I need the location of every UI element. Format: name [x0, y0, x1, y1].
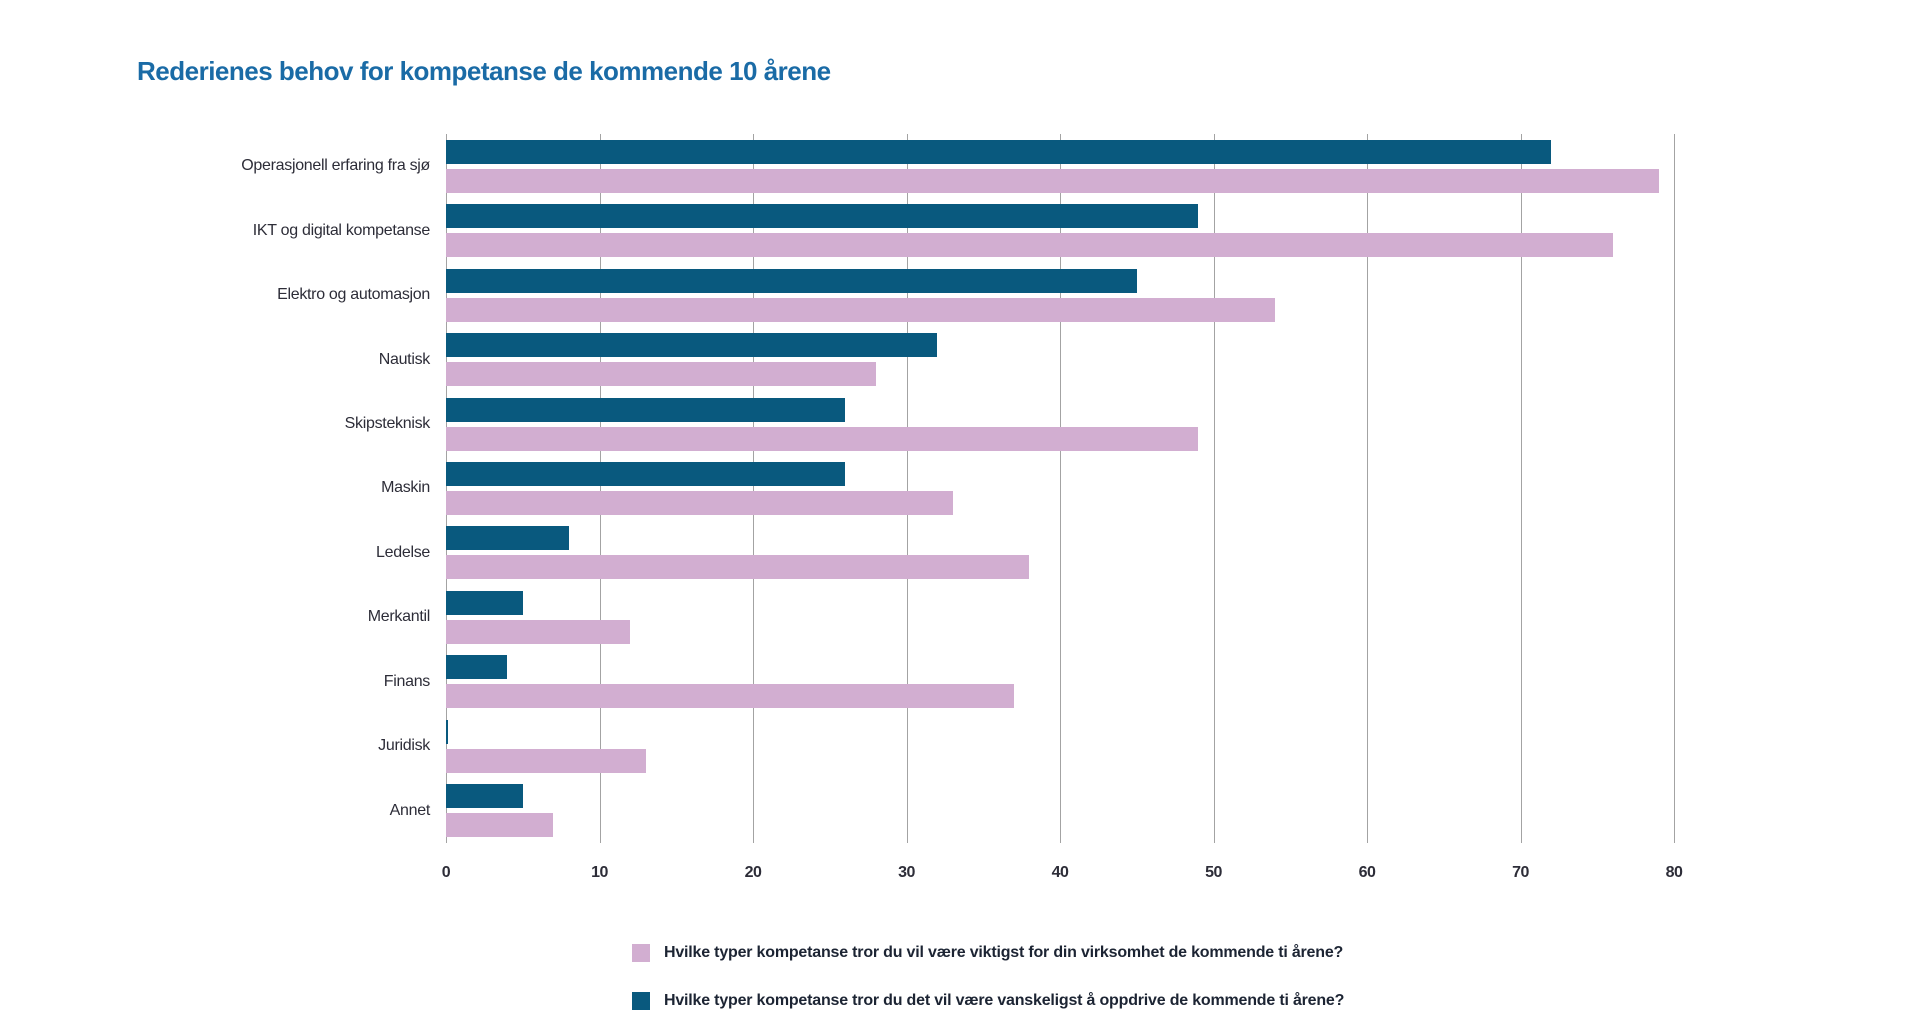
- bar-row: [446, 779, 1674, 843]
- bar-vanskeligst: [446, 139, 1552, 164]
- bar-row: [446, 198, 1674, 262]
- gridline: [906, 134, 908, 843]
- gridline: [1367, 134, 1368, 843]
- category-label: Maskin: [381, 479, 430, 497]
- bar-row: [446, 327, 1674, 391]
- bar-vanskeligst: [446, 461, 846, 486]
- legend-label-viktigst: Hvilke typer kompetanse tror du vil være…: [664, 944, 1344, 961]
- gridline: [753, 134, 754, 843]
- legend-item-vanskeligst: Hvilke typer kompetanse tror du det vil …: [632, 992, 1732, 1010]
- legend-item-viktigst: Hvilke typer kompetanse tror du vil være…: [632, 944, 1732, 962]
- category-label: Finans: [383, 672, 431, 690]
- bar-viktigst: [446, 168, 1659, 193]
- bar-vanskeligst: [446, 397, 846, 422]
- bar-viktigst: [446, 297, 1275, 322]
- bar-viktigst: [446, 233, 1613, 258]
- x-tick-label: 70: [1512, 864, 1529, 881]
- bar-viktigst: [446, 813, 554, 838]
- gridline: [599, 134, 601, 843]
- bar-row: [446, 456, 1674, 520]
- x-tick-label: 60: [1358, 864, 1376, 881]
- category-label: Annet: [389, 801, 431, 819]
- category-label: Elektro og automasjon: [277, 286, 430, 304]
- bar-viktigst: [446, 748, 646, 773]
- x-tick-label: 50: [1205, 864, 1222, 881]
- x-tick-label: 20: [744, 864, 762, 881]
- bar-row: [446, 134, 1674, 198]
- gridline: [1674, 134, 1675, 843]
- x-tick-label: 40: [1051, 864, 1069, 881]
- bar-viktigst: [446, 555, 1030, 580]
- bar-row: [446, 263, 1674, 327]
- legend: Hvilke typer kompetanse tror du vil være…: [632, 944, 1732, 1033]
- bar-vanskeligst: [446, 526, 569, 551]
- gridline: [1213, 134, 1215, 843]
- bar-viktigst: [446, 426, 1199, 451]
- legend-swatch-viktigst: [632, 944, 650, 962]
- category-axis: Operasjonell erfaring fra sjø IKT og digi…: [0, 134, 430, 843]
- x-tick-label: 30: [898, 864, 915, 881]
- legend-swatch-vanskeligst: [632, 992, 650, 1010]
- x-axis: 0 10 20 30 40 50 60 70 80: [442, 864, 1683, 886]
- bar-vanskeligst: [446, 719, 448, 744]
- bar-row: [446, 521, 1674, 585]
- legend-label-vanskeligst: Hvilke typer kompetanse tror du det vil …: [664, 992, 1345, 1009]
- bar-vanskeligst: [446, 655, 508, 680]
- category-label: IKT og digital kompetanse: [252, 221, 431, 239]
- gridline: [1060, 134, 1061, 843]
- bar-vanskeligst: [446, 784, 523, 809]
- bar-row: [446, 392, 1674, 456]
- plot-area: [446, 134, 1675, 843]
- bar-vanskeligst: [446, 268, 1137, 293]
- bar-row: [446, 650, 1674, 714]
- x-tick-label: 10: [591, 864, 608, 881]
- chart-title: Rederienes behov for kompetanse de komme…: [137, 56, 831, 86]
- category-label: Ledelse: [376, 543, 430, 561]
- category-label: Juridisk: [378, 737, 430, 755]
- bar-viktigst: [446, 684, 1014, 709]
- bar-viktigst: [446, 490, 953, 515]
- bar-row: [446, 714, 1674, 778]
- x-tick-label: 0: [441, 864, 451, 881]
- bar-vanskeligst: [446, 590, 523, 615]
- bar-vanskeligst: [446, 204, 1199, 229]
- x-tick-label: 80: [1665, 864, 1683, 881]
- bar-vanskeligst: [446, 333, 938, 358]
- category-label: Skipsteknisk: [344, 415, 431, 433]
- gridline: [1520, 134, 1522, 843]
- bar-viktigst: [446, 619, 631, 644]
- category-label: Nautisk: [378, 350, 431, 368]
- category-label: Operasjonell erfaring fra sjø: [241, 157, 430, 175]
- category-label: Merkantil: [367, 608, 431, 626]
- gridline: [446, 134, 447, 843]
- bar-row: [446, 585, 1674, 649]
- bar-viktigst: [446, 362, 876, 387]
